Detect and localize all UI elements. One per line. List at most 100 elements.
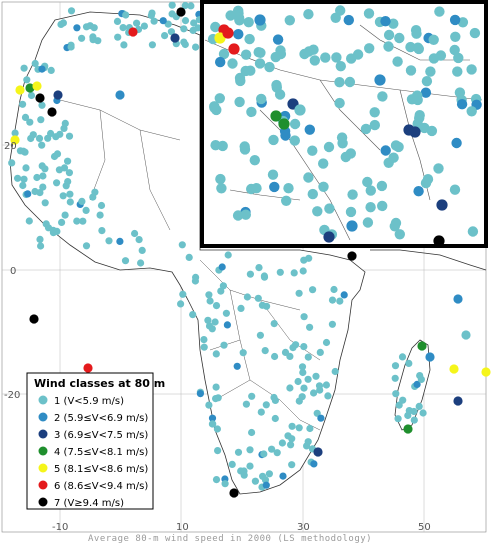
lat-tick-label: -20 — [4, 390, 20, 401]
station-dot — [66, 198, 74, 206]
station-dot — [26, 118, 34, 126]
station-dot — [205, 291, 213, 299]
legend-swatch — [38, 446, 48, 456]
station-dot — [461, 330, 471, 340]
station-dot — [204, 316, 212, 324]
station-dot — [411, 28, 422, 39]
station-dot — [234, 448, 243, 456]
station-dot — [113, 17, 122, 25]
station-dot — [24, 190, 32, 198]
station-dot — [303, 442, 311, 450]
station-dot — [232, 210, 244, 221]
legend-swatch — [38, 412, 48, 422]
station-dot — [269, 181, 280, 193]
station-dot — [436, 199, 448, 211]
station-dot — [320, 52, 331, 63]
station-dot — [377, 91, 388, 102]
station-dot — [284, 432, 292, 440]
station-dot — [304, 375, 312, 383]
station-dot — [335, 60, 346, 72]
station-dot — [38, 141, 46, 149]
station-dot — [389, 221, 400, 232]
station-dot — [73, 24, 81, 32]
inset-map — [200, 0, 488, 248]
station-dot — [128, 27, 138, 37]
station-dot — [270, 110, 282, 122]
station-dot — [306, 323, 314, 331]
station-dot — [300, 384, 308, 392]
legend-title: Wind classes at 80 m — [34, 377, 165, 390]
station-dot — [403, 424, 413, 434]
station-dot — [97, 201, 106, 210]
station-dot — [61, 211, 69, 219]
station-dot — [337, 138, 348, 149]
station-dot — [214, 93, 225, 104]
lon-tick-label: 50 — [418, 522, 431, 533]
station-dot — [11, 129, 19, 137]
station-dot — [289, 135, 300, 146]
station-dot — [273, 449, 281, 457]
station-dot — [365, 185, 376, 196]
station-dot — [362, 176, 373, 188]
map-caption: Average 80-m wind speed in 2000 (LS meth… — [88, 534, 372, 544]
station-dot — [53, 179, 61, 187]
station-dot — [38, 101, 46, 109]
station-dot — [44, 224, 53, 232]
station-dot — [233, 29, 244, 40]
station-dot — [200, 343, 208, 351]
station-dot — [364, 43, 375, 54]
station-dot — [405, 407, 413, 415]
station-dot — [254, 14, 266, 26]
station-dot — [189, 311, 197, 319]
station-dot — [114, 33, 122, 41]
legend: Wind classes at 80 m 1 (V<5.9 m/s) 2 (5.… — [26, 372, 165, 510]
station-dot — [289, 344, 297, 352]
station-dot — [398, 353, 407, 361]
station-dot — [318, 181, 329, 192]
station-dot — [65, 169, 73, 177]
station-dot — [316, 386, 324, 394]
station-dot — [334, 77, 345, 88]
station-dot — [35, 93, 45, 103]
station-dot — [453, 294, 463, 304]
station-dot — [19, 147, 27, 155]
station-dot — [181, 17, 190, 25]
station-dot — [303, 46, 315, 57]
legend-swatch — [38, 463, 48, 473]
station-dot — [215, 173, 226, 185]
station-dot — [417, 341, 427, 351]
station-dot — [181, 1, 189, 10]
station-dot — [177, 300, 185, 308]
legend-entry: 3 (6.9≤V<7.5 m/s) — [38, 429, 148, 441]
station-dot — [248, 428, 256, 437]
station-dot — [278, 439, 286, 447]
station-dot — [271, 414, 279, 423]
station-dot — [248, 392, 256, 400]
station-dot — [254, 58, 266, 69]
station-dot — [67, 7, 76, 15]
station-dot — [261, 347, 269, 355]
station-dot — [212, 383, 220, 391]
station-dot — [196, 390, 204, 398]
station-dot — [425, 352, 435, 362]
station-dot — [234, 15, 245, 26]
station-dot — [82, 242, 91, 250]
station-dot — [208, 325, 216, 333]
station-dot — [215, 56, 226, 68]
legend-label: 6 (8.6≤V<9.4 m/s) — [54, 481, 148, 492]
station-dot — [96, 211, 104, 219]
station-dot — [449, 184, 461, 195]
station-dot — [246, 446, 254, 454]
station-dot — [428, 53, 440, 64]
station-dot — [281, 195, 292, 206]
station-dot — [217, 287, 225, 295]
station-dot — [309, 286, 317, 294]
station-dot — [469, 27, 481, 39]
station-dot — [229, 488, 239, 498]
station-dot — [60, 124, 68, 132]
station-dot — [62, 182, 70, 190]
station-dot — [419, 409, 427, 417]
station-dot — [467, 226, 479, 237]
station-dot — [79, 217, 87, 225]
station-dot — [344, 76, 356, 88]
